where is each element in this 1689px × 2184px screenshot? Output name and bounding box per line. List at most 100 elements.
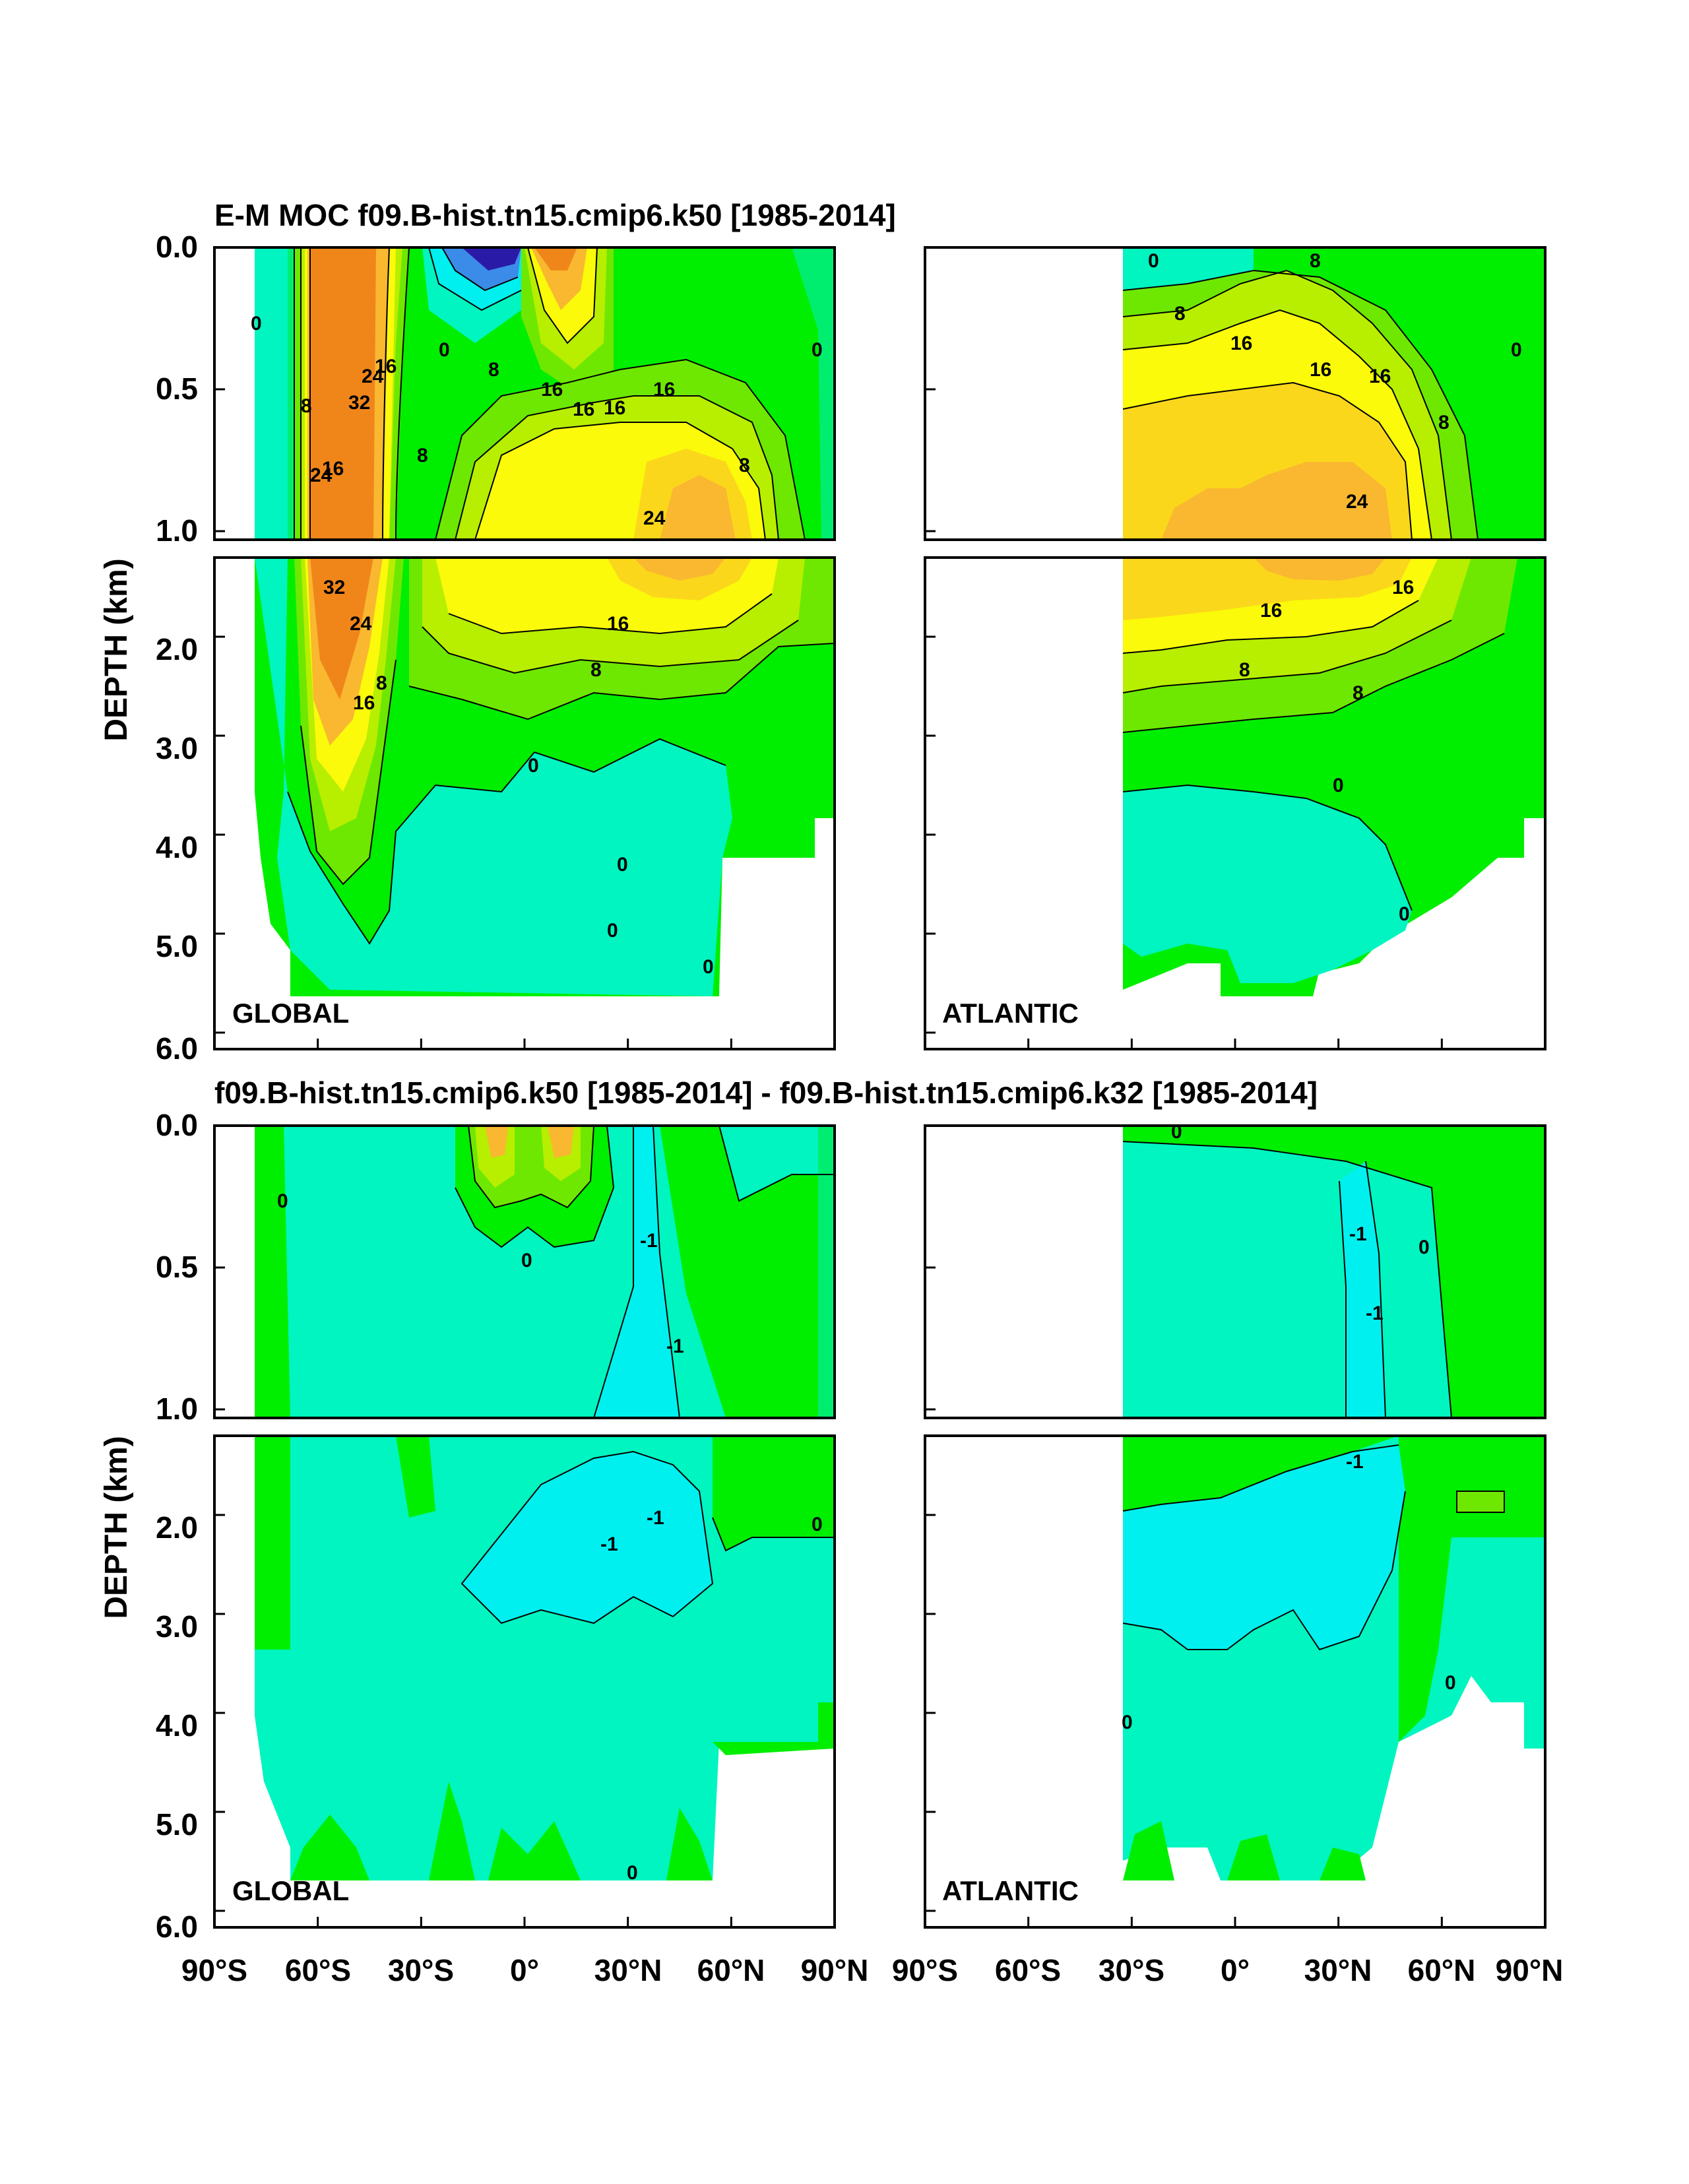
contour-label: 0: [1445, 1672, 1456, 1694]
chart-title-bottom: f09.B-hist.tn15.cmip6.k50 [1985-2014] - …: [214, 1076, 1318, 1110]
contour-label: 24: [362, 366, 384, 387]
plot-frame-upper: [213, 1124, 836, 1419]
contour-label: 24: [643, 507, 666, 529]
contour-label: 16: [322, 458, 344, 480]
region-label-atlantic: ATLANTIC: [942, 998, 1079, 1029]
x-tick-label: 60°N: [1408, 1953, 1476, 1987]
y-axis-label-bottom: DEPTH (km): [99, 1436, 134, 1619]
x-tick-label: 90°N: [1496, 1953, 1564, 1987]
region-label-atlantic: ATLANTIC: [942, 1875, 1079, 1906]
y-tick-label: 0.0: [156, 1108, 198, 1142]
contour-label: 16: [653, 379, 675, 401]
contour-label: 8: [1438, 412, 1450, 434]
plot-frame-upper: [924, 246, 1546, 541]
y-tick-label: 5.0: [156, 1807, 198, 1842]
contour-label: 8: [376, 672, 387, 694]
contour-label: 0: [1122, 1712, 1133, 1733]
contour-label: 32: [348, 392, 370, 414]
contour-labels-top-global: 0 8 16 24 32 24 16 8 0 8 16 16 16 16 24 …: [251, 313, 823, 978]
y-tick-label: 1.0: [156, 1392, 198, 1426]
contour-label: 16: [1310, 359, 1331, 381]
contour-label: 0: [812, 1514, 823, 1535]
contour-label: 0: [703, 956, 714, 978]
contour-label: 0: [1511, 339, 1522, 361]
contour-lines-top-global: [294, 247, 806, 540]
contour-label: 8: [301, 395, 312, 417]
contour-label: -1: [1366, 1302, 1384, 1324]
panel-top-global: 0 8 16 24 32 24 16 8 0 8 16 16 16 16 24 …: [213, 246, 836, 1050]
contour-label: 0: [1418, 1237, 1430, 1258]
y-tick-label: 2.0: [156, 1510, 198, 1545]
x-tick-label: 0°: [1221, 1953, 1250, 1987]
contour-lines-top-global-lower: [287, 593, 835, 945]
panel-bottom-global: 0 0 -1 -1 -1 0 -1 0 GLOBAL: [213, 1124, 836, 1929]
contour-label: 16: [1392, 577, 1414, 598]
y-tick-label: 3.0: [156, 731, 198, 765]
contour-label: 24: [310, 465, 333, 486]
y-tick-label: 3.0: [156, 1609, 198, 1644]
contour-label: 16: [1260, 600, 1282, 622]
contour-label: 16: [573, 399, 594, 420]
contour-labels-bottom-atlantic: 0 -1 -1 -1 0 0 0: [1122, 1121, 1456, 1733]
y-tick-label: 4.0: [156, 830, 198, 864]
contour-lines-bottom-global: [455, 1126, 835, 1418]
y-tick-label: 2.0: [156, 632, 198, 666]
y-tick-label: 6.0: [156, 1031, 198, 1066]
contour-label: 16: [604, 397, 625, 419]
contour-label: 8: [1174, 303, 1186, 325]
contour-lines-top-atlantic-lower: [1122, 600, 1505, 911]
contour-label: 16: [1369, 366, 1391, 387]
x-tick-label: 90°N: [801, 1953, 869, 1987]
contour-label: 8: [488, 359, 499, 381]
contour-label: 0: [617, 854, 628, 876]
contour-label: 0: [439, 339, 450, 361]
y-tick-label: 4.0: [156, 1708, 198, 1743]
contour-label: 0: [1333, 775, 1344, 796]
x-tick-label: 60°N: [697, 1953, 765, 1987]
contour-label: 8: [739, 455, 750, 476]
contour-label: 16: [607, 613, 629, 635]
contour-label: 8: [1310, 250, 1321, 272]
y-tick-label: 6.0: [156, 1910, 198, 1944]
contour-label: 0: [528, 755, 539, 777]
region-label-global: GLOBAL: [232, 998, 349, 1029]
contour-lines-bottom-global-lower: [461, 1450, 835, 1624]
contour-label: -1: [647, 1507, 664, 1529]
contour-label: -1: [666, 1335, 684, 1357]
contour-label: 8: [1353, 682, 1364, 704]
contour-labels-top-atlantic: 0 8 8 16 16 16 8 24 0 16 16 8 8 0 0: [1148, 250, 1522, 925]
contour-label: 16: [541, 379, 563, 401]
chart-title-top: E-M MOC f09.B-hist.tn15.cmip6.k50 [1985-…: [214, 198, 896, 232]
contour-label: -1: [600, 1533, 618, 1555]
x-tick-label: 30°N: [594, 1953, 662, 1987]
x-tick-label: 90°S: [181, 1953, 247, 1987]
panel-top-atlantic: 0 8 8 16 16 16 8 24 0 16 16 8 8 0 0 ATLA…: [924, 246, 1546, 1050]
contour-label: 16: [1230, 333, 1252, 354]
contour-label: 8: [1239, 659, 1250, 681]
contour-label: -1: [640, 1230, 658, 1252]
x-tick-label: 30°N: [1304, 1953, 1372, 1987]
contour-label: -1: [1346, 1451, 1364, 1473]
x-ticks-global: 90°S 60°S 30°S 0° 30°N 60°N 90°N: [181, 1953, 869, 1987]
contour-label: 8: [417, 445, 428, 466]
contour-label: 32: [323, 577, 345, 598]
y-axis-label-top: DEPTH (km): [99, 558, 134, 741]
y-tick-label: 0.5: [156, 371, 198, 406]
plot-frame-upper: [213, 246, 836, 541]
y-tick-label: 0.5: [156, 1250, 198, 1284]
y-tick-label: 0.0: [156, 230, 198, 264]
contour-label: 16: [353, 692, 375, 714]
contour-label: 8: [590, 659, 602, 681]
tick-marks: [213, 246, 1546, 1927]
contour-label: 0: [1171, 1121, 1182, 1143]
contour-label: 0: [812, 339, 823, 361]
x-tick-label: 60°S: [285, 1953, 351, 1987]
x-tick-label: 90°S: [892, 1953, 958, 1987]
contour-lines-bottom-atlantic-lower: [1122, 1444, 1406, 1651]
contour-lines-bottom-atlantic: [1122, 1141, 1452, 1418]
contour-label: 24: [350, 613, 372, 635]
plot-frame-upper: [924, 1124, 1546, 1419]
y-ticks-top: 0.0 0.5 1.0 2.0 3.0 4.0 5.0 6.0: [156, 230, 198, 1066]
y-tick-label: 5.0: [156, 929, 198, 963]
